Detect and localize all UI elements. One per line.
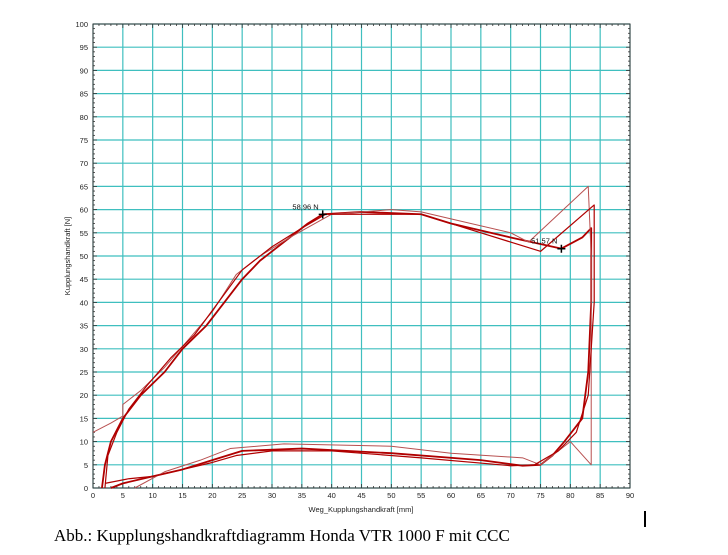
- text-cursor: [644, 511, 646, 527]
- y-tick-label: 95: [80, 43, 88, 52]
- y-tick-label: 55: [80, 229, 88, 238]
- x-tick-label: 15: [178, 491, 186, 500]
- annotations: 58,96 N 51,57 N: [292, 202, 566, 253]
- y-tick-label: 0: [84, 484, 88, 493]
- x-tick-label: 50: [387, 491, 395, 500]
- x-tick-label: 65: [477, 491, 485, 500]
- x-tick-label: 0: [91, 491, 95, 500]
- y-tick-label: 30: [80, 345, 88, 354]
- series-line-1: [101, 211, 593, 489]
- y-tick-label: 100: [75, 20, 88, 29]
- y-tick-label: 70: [80, 159, 88, 168]
- x-tick-label: 25: [238, 491, 246, 500]
- y-tick-label: 90: [80, 66, 88, 75]
- axis-ticks: 0 5 10 15 20 25 30 35 40 45 50 55 60 65 70 75 80 85 90 0 5 10…: [75, 20, 634, 500]
- x-tick-label: 85: [596, 491, 604, 500]
- x-tick-label: 40: [327, 491, 335, 500]
- x-axis-label: Weg_Kupplungshandkraft [mm]: [309, 505, 414, 514]
- y-tick-label: 75: [80, 136, 88, 145]
- y-tick-label: 80: [80, 113, 88, 122]
- x-tick-label: 90: [626, 491, 634, 500]
- y-tick-label: 10: [80, 438, 88, 447]
- series-line-3: [104, 204, 595, 489]
- x-tick-label: 10: [148, 491, 156, 500]
- y-tick-label: 50: [80, 252, 88, 261]
- grid: [92, 23, 631, 489]
- figure-caption: Abb.: Kupplungshandkraftdiagramm Honda V…: [54, 526, 510, 545]
- x-tick-label: 75: [536, 491, 544, 500]
- series-group: [92, 185, 595, 489]
- y-tick-label: 40: [80, 298, 88, 307]
- series-line-2: [92, 185, 592, 489]
- annotation-label: 51,57 N: [531, 237, 557, 246]
- y-tick-label: 45: [80, 275, 88, 284]
- x-tick-label: 55: [417, 491, 425, 500]
- y-tick-label: 35: [80, 322, 88, 331]
- x-tick-label: 30: [268, 491, 276, 500]
- y-tick-label: 20: [80, 391, 88, 400]
- y-axis-label: Kupplungshandkraft [N]: [63, 217, 72, 295]
- marker-cross: [557, 244, 566, 253]
- y-tick-label: 65: [80, 182, 88, 191]
- y-tick-label: 25: [80, 368, 88, 377]
- x-tick-label: 60: [447, 491, 455, 500]
- y-tick-label: 85: [80, 90, 88, 99]
- marker-cross: [318, 210, 327, 219]
- annotation-label: 58,96 N: [292, 202, 318, 211]
- x-tick-label: 5: [121, 491, 125, 500]
- x-tick-label: 70: [506, 491, 514, 500]
- y-tick-label: 60: [80, 206, 88, 215]
- y-tick-label: 15: [80, 414, 88, 423]
- x-tick-label: 80: [566, 491, 574, 500]
- x-tick-label: 35: [298, 491, 306, 500]
- x-tick-label: 45: [357, 491, 365, 500]
- x-tick-label: 20: [208, 491, 216, 500]
- y-tick-label: 5: [84, 461, 88, 470]
